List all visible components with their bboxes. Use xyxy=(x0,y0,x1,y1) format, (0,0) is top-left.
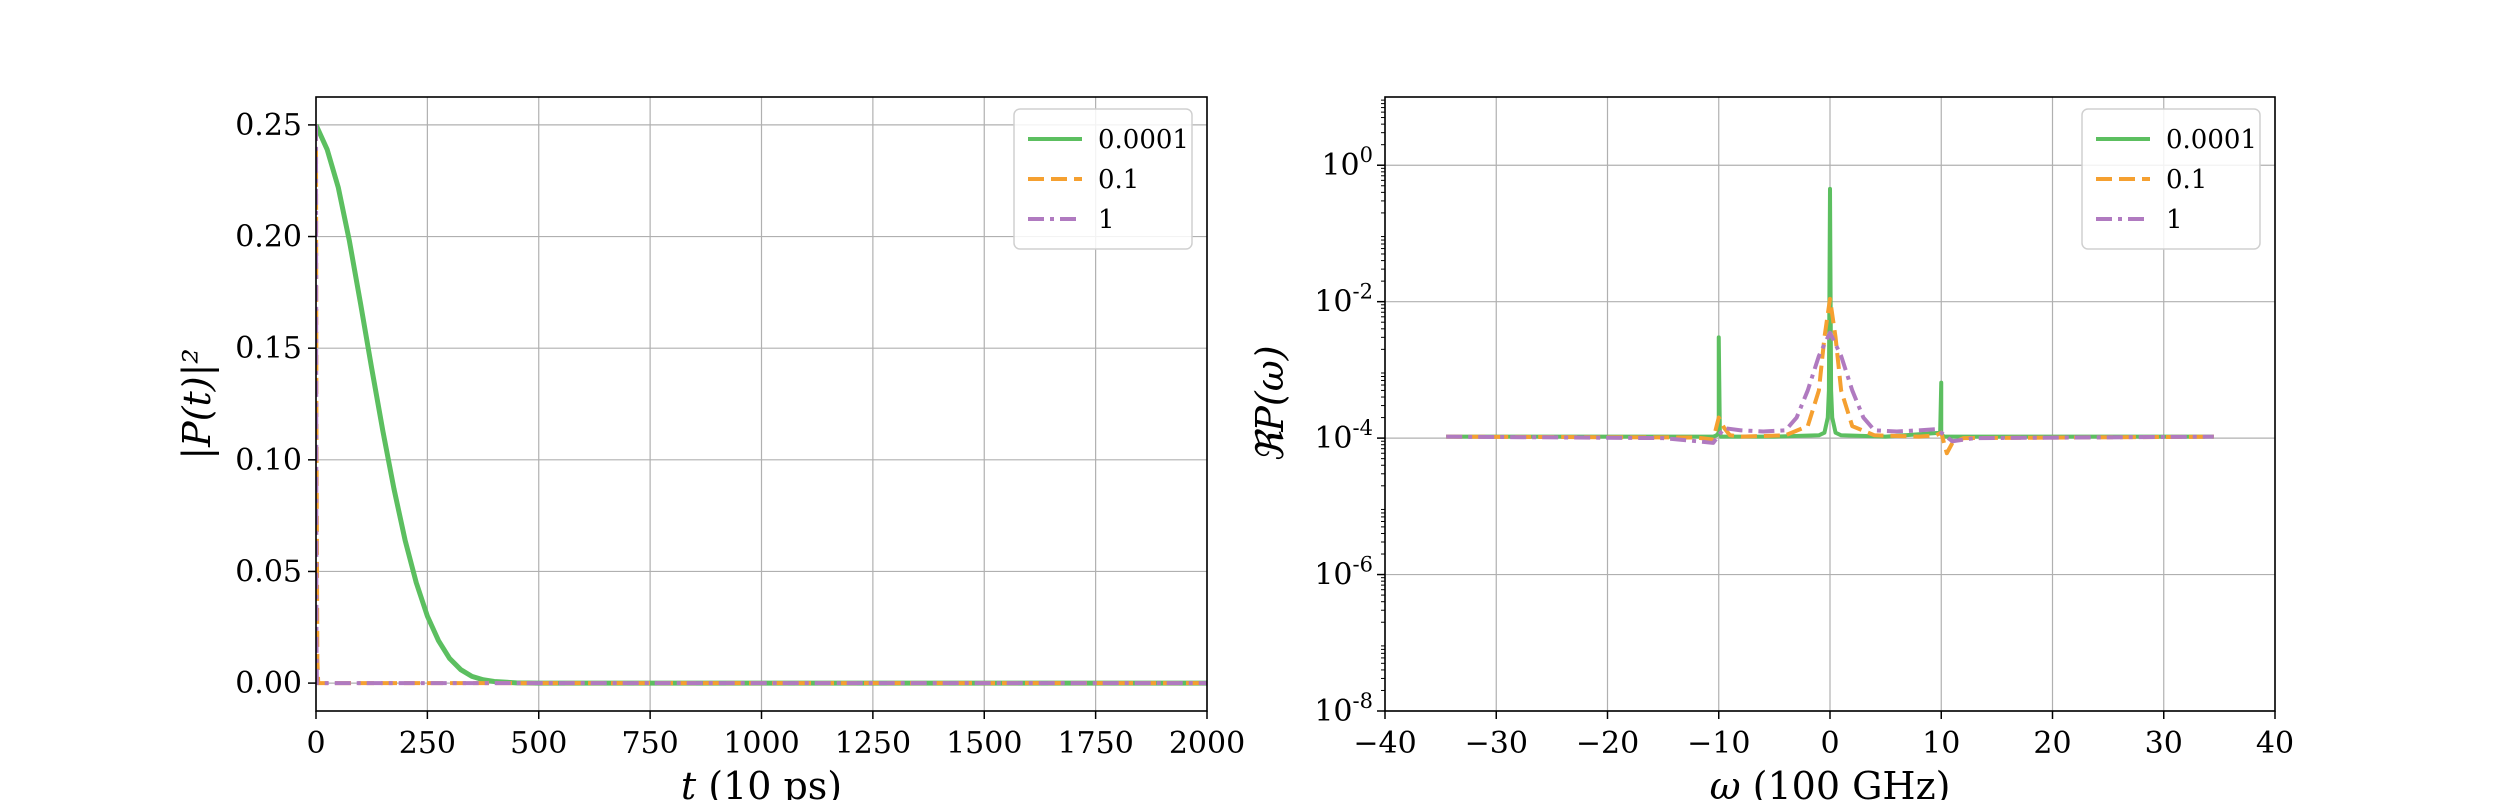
y-tick-label: 0.25 xyxy=(235,108,302,143)
x-tick-label: 40 xyxy=(2256,726,2294,761)
x-tick-label: 2000 xyxy=(1169,726,1245,761)
x-tick-label: −40 xyxy=(1353,726,1416,761)
y-tick-label: 0.10 xyxy=(235,443,302,478)
chart-panel-1: 0 250 500 750 1000 1250 1500 1750 2000 0.00 0.05 0.… xyxy=(175,96,1245,800)
x-tick-label: 0 xyxy=(306,726,325,761)
x-tick-label: 500 xyxy=(510,726,567,761)
x-tick-label: 30 xyxy=(2145,726,2183,761)
legend-label: 0.0001 xyxy=(2166,125,2257,155)
y-tick-label: 10-6 xyxy=(1314,553,1373,593)
x-axis-label-unit: (100 GHz) xyxy=(1741,764,1951,800)
x-tick-label: −30 xyxy=(1465,726,1528,761)
x-tick-label: −10 xyxy=(1687,726,1750,761)
y-tick-base: 10 xyxy=(1314,285,1352,320)
y-tick-base: 10 xyxy=(1314,558,1352,593)
x-tick-label: −20 xyxy=(1576,726,1639,761)
x-tick-label: 750 xyxy=(621,726,678,761)
x-axis-label-unit: (10 ps) xyxy=(696,764,842,800)
x-axis-label-symbol: ω xyxy=(1710,764,1741,800)
y-tick-label: 10-2 xyxy=(1314,280,1373,320)
legend: 0.0001 0.1 1 xyxy=(1013,108,1193,250)
legend-label: 1 xyxy=(2166,205,2183,235)
series-line-0.1 xyxy=(1446,296,2214,456)
y-tick-exponent: -6 xyxy=(1353,553,1373,577)
y-tick-exponent: -8 xyxy=(1353,689,1373,713)
y-tick-label: 10-8 xyxy=(1314,689,1373,729)
legend-label: 0.0001 xyxy=(1098,125,1189,155)
x-tick-label: 1250 xyxy=(835,726,911,761)
y-axis-label: |P(t)|² xyxy=(175,348,219,459)
x-axis-label: ω (100 GHz) xyxy=(1710,764,1951,800)
y-tick-label: 0.15 xyxy=(235,331,302,366)
legend: 0.0001 0.1 1 xyxy=(2081,108,2261,250)
legend-label: 1 xyxy=(1098,205,1115,235)
y-tick-exponent: -4 xyxy=(1353,416,1373,440)
x-tick-label: 1500 xyxy=(946,726,1022,761)
y-tick-label: 100 xyxy=(1321,143,1373,183)
legend-box xyxy=(1013,108,1193,250)
x-tick-label: 20 xyxy=(2033,726,2071,761)
x-axis-label: t (10 ps) xyxy=(681,764,842,800)
y-tick-base: 10 xyxy=(1314,694,1352,729)
x-tick-label: 1000 xyxy=(723,726,799,761)
legend-box xyxy=(2081,108,2261,250)
y-tick-exponent: 0 xyxy=(1360,143,1373,167)
y-tick-exponent: -2 xyxy=(1353,280,1373,304)
legend-label: 0.1 xyxy=(1098,165,1139,195)
y-tick-label: 0.05 xyxy=(235,554,302,589)
series-line-0.0001 xyxy=(1446,186,2214,439)
legend-label: 0.1 xyxy=(2166,165,2207,195)
x-tick-label: 250 xyxy=(399,726,456,761)
y-tick-label: 10-4 xyxy=(1314,416,1373,456)
x-tick-label: 1750 xyxy=(1057,726,1133,761)
x-tick-label: 0 xyxy=(1820,726,1839,761)
series-line-0.0001 xyxy=(316,123,1207,686)
x-axis-label-symbol: t xyxy=(681,764,697,800)
y-tick-label: 0.20 xyxy=(235,220,302,255)
chart-panel-2: −40 −30 −20 −10 0 10 20 30 4010-810-610-410-2100… xyxy=(1248,96,2294,800)
series-group xyxy=(1446,186,2214,456)
x-tick-label: 10 xyxy=(1922,726,1960,761)
y-tick-label: 0.00 xyxy=(235,666,302,701)
y-axis-label: ℜP(ω) xyxy=(1248,345,1292,462)
y-tick-base: 10 xyxy=(1321,148,1359,183)
y-tick-base: 10 xyxy=(1314,421,1352,456)
